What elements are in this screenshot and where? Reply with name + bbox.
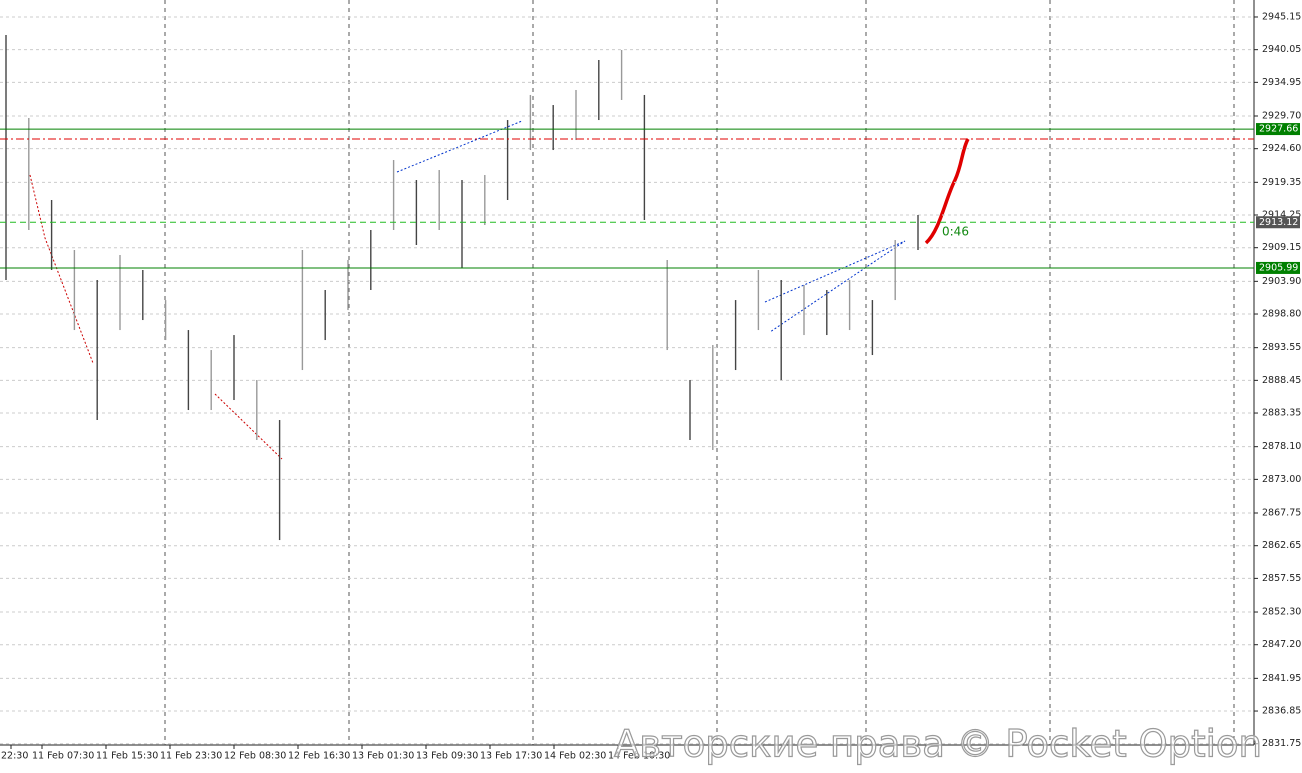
y-tick-label: 2903.90: [1262, 276, 1301, 287]
annotation: 0:46: [942, 225, 969, 239]
y-tick-label: 2841.95: [1262, 673, 1301, 684]
x-tick-label: 22:30: [1, 751, 28, 762]
price-box-label: 2905.99: [1259, 262, 1298, 273]
y-tick-label: 2914.25: [1262, 210, 1301, 221]
x-tick-label: 11 Feb 23:30: [160, 751, 222, 762]
y-tick-label: 2867.75: [1262, 508, 1301, 519]
y-tick-label: 2862.65: [1262, 540, 1301, 551]
price-box-label: 2927.66: [1259, 124, 1298, 135]
y-tick-label: 2929.70: [1262, 110, 1301, 121]
price-box: [1256, 216, 1300, 229]
x-tick-label: 12 Feb 08:30: [224, 751, 286, 762]
y-tick-label: 2940.05: [1262, 44, 1301, 55]
y-tick-label: 2878.10: [1262, 441, 1301, 452]
y-tick-label: 2909.15: [1262, 242, 1301, 253]
y-tick-label: 2919.35: [1262, 177, 1301, 188]
x-tick-label: 13 Feb 17:30: [480, 751, 542, 762]
forecast-curve: [924, 138, 970, 245]
y-tick-label: 2836.85: [1262, 706, 1301, 717]
x-tick-label: 13 Feb 09:30: [416, 751, 478, 762]
watermark: Авторские права © Pocket Option: [614, 723, 1262, 766]
x-tick-label: 11 Feb 15:30: [96, 751, 158, 762]
y-tick-label: 2847.20: [1262, 639, 1301, 650]
x-tick-label: 13 Feb 01:30: [352, 751, 414, 762]
y-tick-label: 2945.15: [1262, 11, 1301, 22]
y-tick-label: 2898.80: [1262, 309, 1301, 320]
y-tick-label: 2873.00: [1262, 474, 1301, 485]
y-tick-label: 2934.95: [1262, 77, 1301, 88]
y-tick-label: 2883.35: [1262, 408, 1301, 419]
y-tick-label: 2893.55: [1262, 342, 1301, 353]
price-box-label: 2913.12: [1259, 217, 1298, 228]
x-tick-label: 12 Feb 16:30: [288, 751, 350, 762]
x-tick-label: 14 Feb 10:30: [608, 751, 670, 762]
y-tick-label: 2852.30: [1262, 607, 1301, 618]
y-tick-label: 2857.55: [1262, 573, 1301, 584]
x-tick-label: 11 Feb 07:30: [32, 751, 94, 762]
price-box: [1256, 123, 1300, 136]
y-tick-label: 2888.45: [1262, 375, 1301, 386]
price-box: [1256, 261, 1300, 274]
x-tick-label: 14 Feb 02:30: [544, 751, 606, 762]
y-tick-label: 2831.75: [1262, 738, 1301, 749]
y-tick-label: 2924.60: [1262, 143, 1301, 154]
